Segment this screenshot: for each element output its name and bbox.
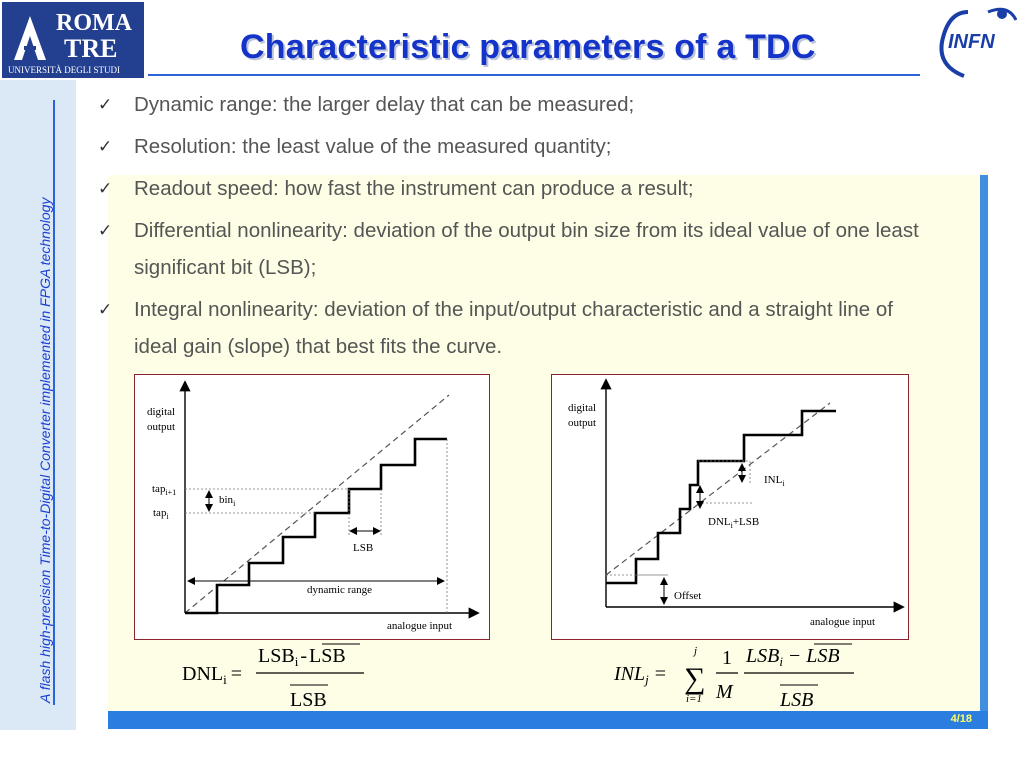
bullet-item: ✓ Resolution: the least value of the meas… — [90, 128, 930, 165]
x-label: analogue input — [810, 616, 875, 628]
y-label-line1: digital — [568, 402, 596, 414]
logo-infn-text: INFN — [948, 31, 995, 53]
bullet-text: Integral nonlinearity: deviation of the … — [134, 298, 893, 358]
side-strip-line — [53, 100, 55, 705]
page-title: Characteristic parameters of a TDC — [240, 28, 816, 66]
transfer-staircase — [606, 409, 836, 585]
page-number: 4/18 — [950, 713, 972, 725]
ideal-line — [605, 402, 831, 576]
bullet-item: ✓ Integral nonlinearity: deviation of the… — [90, 291, 930, 365]
inl-diagram: digital output INLi DNLi+LSB Offset anal… — [551, 374, 909, 640]
check-icon: ✓ — [98, 179, 113, 198]
y-label-line2: output — [568, 417, 596, 429]
frac-den: M — [715, 681, 734, 703]
bullet-text: Resolution: the least value of the measu… — [134, 135, 612, 158]
check-icon: ✓ — [98, 221, 113, 240]
side-strip — [0, 80, 76, 730]
offset-label: Offset — [674, 590, 701, 602]
svg-text:LSBi−LSB: LSBi − LSB — [745, 645, 840, 669]
dnl-label: DNLi+LSB — [708, 516, 759, 530]
logo-roma-line1: ROMA — [56, 10, 133, 36]
inl-label: INLi — [764, 474, 785, 488]
bullet-item: ✓ Readout speed: how fast the instrument … — [90, 170, 930, 207]
tap-i-label: tapi — [153, 507, 169, 521]
dnl-formula: DNLi = LSBi - LSB LSB — [180, 640, 370, 712]
transfer-staircase — [185, 437, 447, 615]
x-label: analogue input — [387, 620, 452, 632]
sum-top: j — [692, 645, 697, 657]
check-icon: ✓ — [98, 300, 113, 319]
bullet-text: Dynamic range: the larger delay that can… — [134, 93, 635, 116]
inl-denominator: LSB — [779, 689, 813, 711]
infn-logo: INFN — [928, 2, 1024, 78]
panel-top-divider — [108, 172, 980, 175]
bullet-list: ✓ Dynamic range: the larger delay that ca… — [90, 86, 930, 370]
bullet-item: ✓ Differential nonlinearity: deviation of… — [90, 212, 930, 286]
bullet-item: ✓ Dynamic range: the larger delay that ca… — [90, 86, 930, 123]
logo-roma-line3: UNIVERSITÀ DEGLI STUDI — [8, 65, 120, 75]
bullet-text: Differential nonlinearity: deviation of … — [134, 219, 919, 279]
svg-text:INLj=: INLj = — [613, 663, 666, 687]
svg-text:LSBi-LSB: LSBi - LSB — [258, 645, 346, 669]
inl-formula: INLj = j ∑ i=1 1 M LSBi − LSB LSB — [612, 640, 862, 712]
sigma-icon: ∑ — [684, 662, 705, 695]
bin-label: bini — [219, 494, 236, 508]
title-underline — [148, 74, 920, 76]
dnl-denominator: LSB — [290, 689, 327, 711]
dnl-diagram: digital output tapi+1 tapi bini LSB dyna… — [134, 374, 490, 640]
ideal-line — [184, 394, 450, 614]
logo-roma-line2: TRE — [64, 34, 117, 63]
y-label-line2: output — [147, 421, 175, 433]
frac-num: 1 — [722, 647, 732, 669]
sum-bottom: i=1 — [686, 693, 702, 705]
check-icon: ✓ — [98, 95, 113, 114]
panel-right-shadow — [980, 175, 988, 725]
roma-tre-logo: ROMA TRE UNIVERSITÀ DEGLI STUDI — [2, 2, 144, 78]
dynamic-range-label: dynamic range — [307, 584, 372, 596]
lsb-label: LSB — [353, 542, 373, 554]
check-icon: ✓ — [98, 137, 113, 156]
footer-bar — [108, 711, 988, 729]
bullet-text: Readout speed: how fast the instrument c… — [134, 177, 694, 200]
y-label-line1: digital — [147, 406, 175, 418]
side-title: A flash high-precision Time-to-Digital C… — [37, 197, 53, 703]
svg-text:DNLi=: DNLi = — [182, 663, 242, 687]
tap-i1-label: tapi+1 — [152, 483, 176, 497]
